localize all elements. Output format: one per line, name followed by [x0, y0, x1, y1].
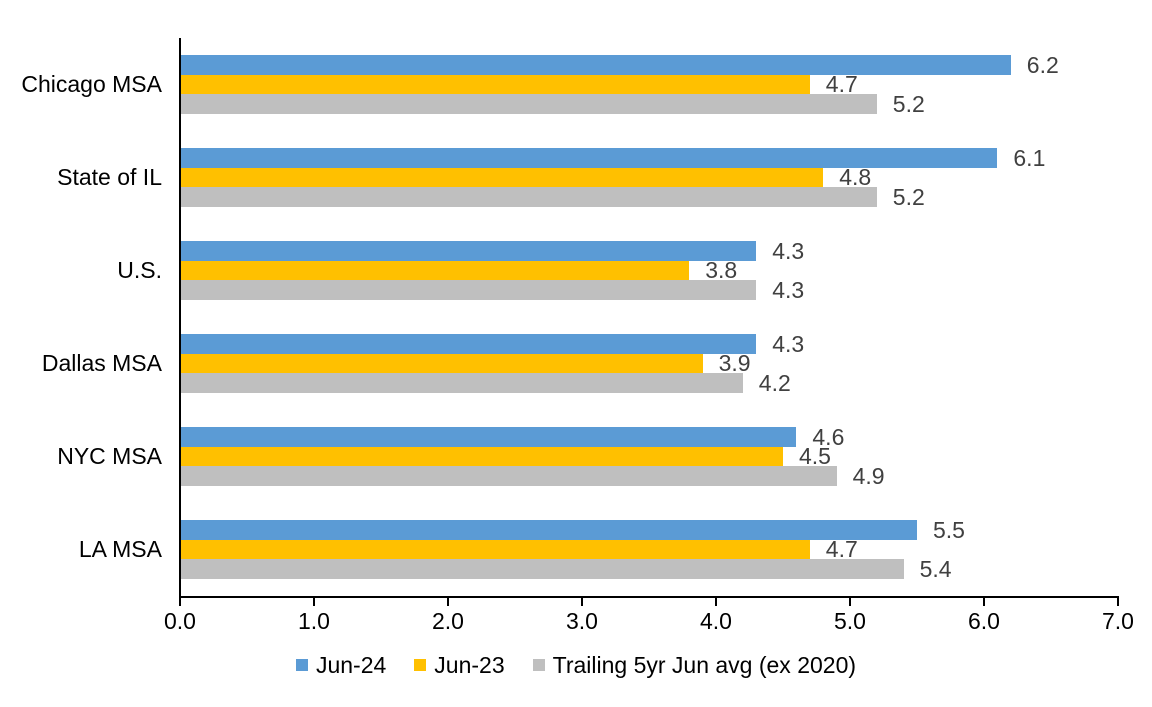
- bar-jun-23-u-s-: [180, 260, 690, 281]
- bar-jun-23-nyc-msa: [180, 446, 783, 467]
- data-label: 5.2: [892, 183, 925, 210]
- x-axis-tick: [447, 598, 449, 606]
- data-label: 4.3: [772, 276, 805, 303]
- legend: Jun-24 Jun-23 Trailing 5yr Jun avg (ex 202…: [0, 652, 1152, 678]
- bar-trailing-5yr-jun-avg-ex-2020--nyc-msa: [180, 466, 837, 486]
- bar-jun-23-chicago-msa: [180, 74, 810, 95]
- plot-area: 6.2 4.7 5.2 6.1 4.8 5.2 4.3 3.8 4.3 4.3 3.9 4.2 4.6 4…: [180, 38, 1118, 596]
- x-axis-tick-label: 3.0: [566, 608, 598, 634]
- bar-jun-24-u-s-: [180, 241, 757, 261]
- legend-label: Jun-24: [315, 652, 387, 678]
- x-axis-tick: [313, 598, 315, 606]
- data-label: 4.9: [852, 462, 885, 489]
- data-label: 3.8: [705, 257, 738, 283]
- x-axis-tick: [983, 598, 985, 606]
- legend-label: Jun-23: [434, 652, 505, 678]
- x-axis-tick-label: 4.0: [700, 608, 732, 634]
- data-label: 5.4: [919, 555, 952, 582]
- x-axis-line: [179, 596, 1119, 598]
- bar-trailing-5yr-jun-avg-ex-2020--dallas-msa: [180, 373, 743, 393]
- bar-jun-23-la-msa: [180, 539, 810, 560]
- category-label: State of IL: [57, 164, 162, 190]
- category-label: LA MSA: [78, 536, 162, 562]
- legend-item-trailing-5yr-jun-avg-ex-2020-: Trailing 5yr Jun avg (ex 2020): [532, 652, 857, 678]
- data-label: 5.2: [892, 90, 925, 117]
- category-label: Dallas MSA: [41, 350, 162, 376]
- x-axis-tick-label: 6.0: [968, 608, 1000, 634]
- bar-jun-24-chicago-msa: [180, 55, 1011, 75]
- y-axis-line: [179, 38, 181, 598]
- data-label: 4.5: [799, 443, 831, 469]
- x-axis-tick: [715, 598, 717, 606]
- x-axis-tick: [849, 598, 851, 606]
- category-label: Chicago MSA: [21, 71, 162, 97]
- x-axis-tick-label: 0.0: [164, 608, 196, 634]
- legend-item-jun-23: Jun-23: [414, 652, 505, 678]
- data-label: 4.8: [839, 164, 872, 190]
- data-label: 4.6: [812, 423, 845, 450]
- bar-trailing-5yr-jun-avg-ex-2020--u-s-: [180, 280, 757, 300]
- x-axis-tick-label: 2.0: [432, 608, 464, 634]
- legend-swatch-icon: [532, 659, 545, 671]
- x-axis-tick-label: 7.0: [1102, 608, 1134, 634]
- bar-jun-23-dallas-msa: [180, 353, 703, 374]
- x-axis-tick: [581, 598, 583, 606]
- data-label: 5.5: [933, 516, 965, 543]
- bar-jun-24-dallas-msa: [180, 334, 757, 354]
- x-axis-tick: [1117, 598, 1119, 606]
- bar-trailing-5yr-jun-avg-ex-2020--chicago-msa: [180, 94, 877, 114]
- category-label: NYC MSA: [57, 443, 162, 469]
- bar-trailing-5yr-jun-avg-ex-2020--la-msa: [180, 559, 904, 579]
- data-label: 4.3: [772, 237, 805, 264]
- bar-jun-24-la-msa: [180, 520, 917, 540]
- data-label: 4.7: [825, 71, 858, 97]
- x-axis-tick-label: 5.0: [834, 608, 866, 634]
- data-label: 3.9: [718, 350, 751, 376]
- x-axis-tick: [179, 598, 181, 606]
- legend-swatch-icon: [414, 659, 427, 671]
- x-axis-tick-label: 1.0: [298, 608, 330, 634]
- bar-jun-24-nyc-msa: [180, 427, 797, 447]
- legend-item-jun-24: Jun-24: [295, 652, 387, 678]
- bar-trailing-5yr-jun-avg-ex-2020--state-of-il: [180, 187, 877, 207]
- legend-swatch-icon: [295, 659, 308, 671]
- bar-jun-24-state-of-il: [180, 148, 998, 168]
- data-label: 6.1: [1013, 144, 1046, 171]
- data-label: 4.3: [772, 330, 805, 357]
- bar-jun-23-state-of-il: [180, 167, 824, 188]
- data-label: 6.2: [1026, 51, 1059, 78]
- legend-label: Trailing 5yr Jun avg (ex 2020): [552, 652, 857, 678]
- data-label: 4.7: [825, 536, 858, 562]
- category-label: U.S.: [117, 257, 162, 283]
- data-label: 4.2: [758, 369, 791, 396]
